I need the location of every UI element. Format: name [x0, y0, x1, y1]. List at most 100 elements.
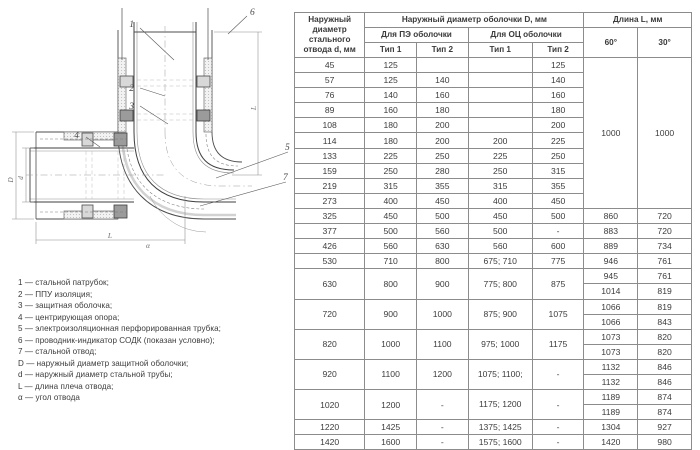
cell-pe-type2: 630	[415, 238, 469, 255]
legend-item: 5 — электроизоляционная перфорированная …	[18, 324, 221, 334]
cell-pe-type2: 160	[415, 87, 469, 104]
cell-pe-type1: 1000	[364, 328, 417, 360]
svg-text:D: D	[7, 177, 15, 183]
table-row: 114 180 200 200 225	[293, 132, 692, 149]
table-row: 630 800 900 775; 800 875 945 761	[293, 268, 692, 300]
cell-length-60: 1014	[583, 283, 639, 300]
table-row: 1420 1600-1575; 1600-1420 980	[293, 434, 692, 450]
header-oc-shell-group: Для ОЦ оболочки	[467, 27, 585, 43]
cell-oc-type1: 400	[467, 192, 533, 209]
cell-pe-type2: 900	[415, 268, 469, 300]
header-oc-type1: Тип 1	[467, 42, 533, 58]
cell-length-60: 945	[583, 268, 639, 285]
dimension-label-alpha: α	[146, 241, 151, 250]
cell-oc-type2: -	[531, 419, 585, 436]
cell-length-30: 846	[637, 373, 692, 391]
callout-2: 2	[129, 84, 134, 94]
callout-7: 7	[283, 173, 289, 183]
table-row: 1220 1425-1375; 1425-1304 927	[293, 419, 692, 436]
cell-length-30: 843	[637, 313, 692, 330]
cell-length-60: 889	[583, 238, 639, 255]
cell-oc-type1: 560	[467, 238, 533, 255]
cell-pe-type1: 315	[364, 177, 417, 194]
elbow-assembly-drawing: D d L L α 1 6 2 3 4 5 7	[7, 8, 290, 250]
horizontal-branch	[26, 131, 165, 220]
cell-pe-type2	[415, 56, 469, 74]
cell-outer-diameter: 114	[293, 132, 366, 149]
cell-oc-type1: 975; 1000	[467, 328, 533, 360]
cell-oc-type1	[467, 102, 533, 119]
header-pe-type2: Тип 2	[415, 42, 469, 58]
cell-pe-type2: 500	[415, 207, 469, 225]
cell-oc-type2: 225	[531, 132, 585, 149]
cell-pe-type1: 800	[364, 268, 417, 300]
cell-oc-type1: 200	[467, 132, 533, 149]
cell-length-60: 1073	[583, 328, 639, 345]
specification-table: Наружный диаметр стального отвода d, мм …	[293, 12, 692, 450]
cell-outer-diameter: 377	[293, 223, 366, 240]
cell-pe-type2: 355	[415, 177, 469, 194]
table-row: 133 225 250 225 250	[293, 147, 692, 164]
vertical-branch	[117, 8, 213, 133]
legend-item: D — наружный диаметр защитной оболочки;	[18, 358, 189, 368]
cell-pe-type1: 1600	[364, 434, 417, 450]
cell-length-30: 720	[637, 223, 692, 240]
cell-length-60: 860	[583, 207, 639, 225]
cell-oc-type2: 180	[531, 102, 585, 119]
cell-pe-type1: 140	[364, 87, 417, 104]
cell-pe-type1: 160	[364, 102, 417, 119]
cell-oc-type2: 160	[531, 87, 585, 104]
cell-oc-type2: 500	[531, 207, 585, 225]
cell-pe-type1: 500	[364, 223, 417, 240]
cell-oc-type2: 125	[531, 56, 585, 74]
legend-item: 3 — защитная оболочка;	[18, 301, 113, 311]
cell-oc-type2: 200	[531, 117, 585, 134]
cell-outer-diameter: 720	[293, 298, 366, 330]
cell-pe-type2: 280	[415, 162, 469, 179]
table-row: 159 250 280 250 315	[293, 162, 692, 179]
table-row: 273 400 450 400 450	[293, 192, 692, 209]
cell-pe-type2: 200	[415, 132, 469, 149]
table-row-sub: 1073 820	[295, 343, 692, 360]
table-row: 820 1000 1100 975; 1000 1175 1073 820	[293, 328, 692, 360]
cell-length-60: 1073	[583, 343, 639, 360]
legend-item: 7 — стальной отвод;	[18, 347, 97, 357]
dimension-label-L-horizontal: L	[107, 231, 112, 240]
cell-oc-type2: -	[531, 389, 585, 421]
legend-item: α — угол отвода	[18, 393, 80, 403]
cell-oc-type1: 1375; 1425	[467, 419, 533, 436]
callout-3: 3	[128, 102, 134, 112]
cell-pe-type1: 180	[364, 117, 417, 134]
cell-pe-type2: 1200	[415, 358, 469, 391]
cell-oc-type2: 600	[531, 238, 585, 255]
cell-oc-type2: -	[531, 223, 585, 240]
cell-outer-diameter: 108	[293, 117, 366, 134]
cell-pe-type1: 900	[364, 298, 417, 330]
cell-oc-type1: 250	[467, 162, 533, 179]
cell-pe-type1: 125	[364, 72, 417, 89]
cell-oc-type2: 315	[531, 162, 585, 179]
cell-outer-diameter: 630	[293, 268, 366, 300]
cell-pe-type2: 200	[415, 117, 469, 134]
table-header: Наружный диаметр стального отвода d, мм …	[293, 12, 692, 58]
cell-outer-diameter: 57	[293, 72, 366, 89]
header-oc-type2: Тип 2	[531, 42, 585, 58]
cell-outer-diameter: 273	[293, 192, 366, 209]
cell-oc-type1: 1175; 1200	[467, 389, 533, 421]
cell-length-60: 883	[583, 223, 639, 240]
cell-outer-diameter: 530	[293, 253, 366, 270]
cell-pe-type2: -	[415, 419, 469, 436]
table-row: 920 1100 1200 1075; 1100; -1132 846	[293, 358, 692, 391]
svg-text:L: L	[107, 231, 112, 240]
legend-list: 1 — стальной патрубок; 2 — ППУ изоляция;…	[18, 277, 290, 404]
cell-oc-type1	[467, 56, 533, 74]
cell-pe-type1: 250	[364, 162, 417, 179]
cell-length-60: 1000	[583, 57, 639, 209]
cell-length-30: 819	[637, 298, 692, 315]
cell-oc-type1: 675; 710	[467, 253, 533, 270]
cell-length-60: 1132	[583, 373, 639, 391]
cell-outer-diameter: 159	[293, 162, 366, 179]
header-shell-diameter-group: Наружный диаметр оболочки D, мм	[364, 12, 585, 28]
cell-pe-type2: 140	[415, 72, 469, 89]
legend-item: 1 — стальной патрубок;	[18, 278, 109, 287]
